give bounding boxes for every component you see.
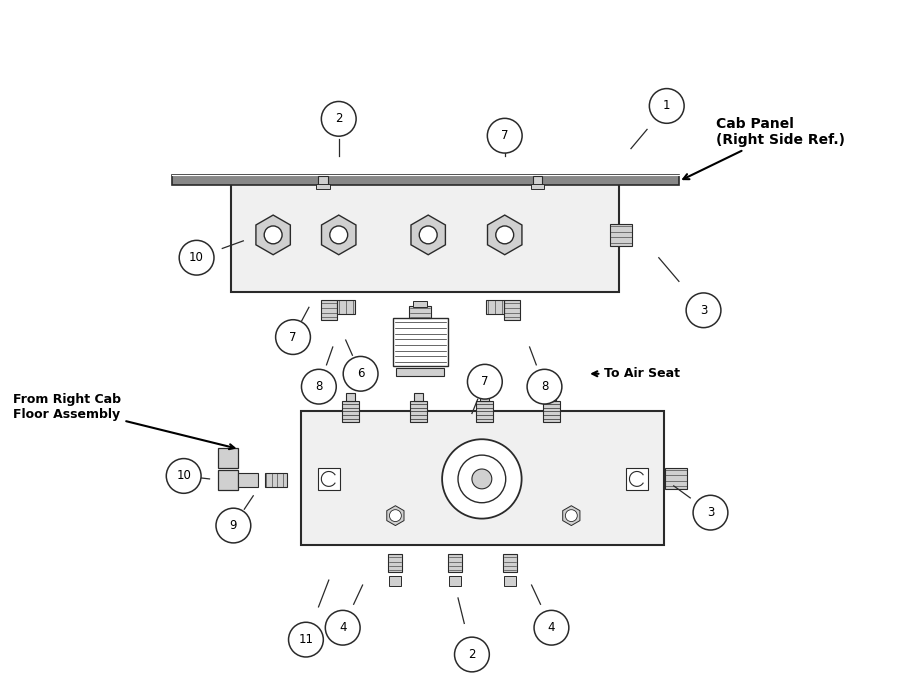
Circle shape xyxy=(179,240,214,275)
Bar xyxy=(218,470,238,490)
Bar xyxy=(218,448,238,468)
Bar xyxy=(542,401,560,422)
Bar xyxy=(265,473,287,487)
Bar xyxy=(342,401,358,422)
Polygon shape xyxy=(487,215,521,255)
Bar xyxy=(172,175,678,185)
Circle shape xyxy=(442,439,521,518)
Bar xyxy=(546,392,555,401)
Circle shape xyxy=(686,293,720,327)
Text: 7: 7 xyxy=(481,375,488,388)
Bar xyxy=(346,392,355,401)
Bar xyxy=(409,401,426,422)
Bar xyxy=(392,318,447,366)
Text: 1: 1 xyxy=(663,100,670,112)
Circle shape xyxy=(487,118,522,153)
Circle shape xyxy=(471,469,492,489)
Polygon shape xyxy=(386,506,403,525)
Polygon shape xyxy=(321,300,336,320)
Bar xyxy=(318,176,327,185)
Bar xyxy=(396,368,444,376)
Text: 10: 10 xyxy=(176,469,191,482)
Circle shape xyxy=(458,455,505,502)
Text: 7: 7 xyxy=(289,331,297,343)
Bar xyxy=(389,576,401,586)
Bar xyxy=(476,401,493,422)
Polygon shape xyxy=(336,300,354,314)
Polygon shape xyxy=(255,215,290,255)
Bar xyxy=(414,392,423,401)
Circle shape xyxy=(454,637,489,672)
Circle shape xyxy=(649,89,684,123)
Circle shape xyxy=(692,495,727,530)
Text: 9: 9 xyxy=(230,519,237,532)
Bar xyxy=(409,307,431,318)
Bar xyxy=(388,554,402,572)
Text: 8: 8 xyxy=(315,380,323,393)
Text: 4: 4 xyxy=(547,621,554,635)
Text: 3: 3 xyxy=(699,304,707,317)
Circle shape xyxy=(467,365,502,399)
Text: 6: 6 xyxy=(357,367,364,381)
Bar xyxy=(448,576,460,586)
Circle shape xyxy=(289,622,323,657)
Text: 8: 8 xyxy=(540,380,548,393)
Bar xyxy=(448,554,461,572)
Polygon shape xyxy=(321,215,356,255)
Bar xyxy=(238,473,258,487)
Text: 2: 2 xyxy=(335,112,342,125)
Bar xyxy=(502,554,516,572)
Circle shape xyxy=(343,356,378,391)
Circle shape xyxy=(533,610,568,645)
Bar xyxy=(609,224,631,246)
Bar xyxy=(301,412,663,545)
Circle shape xyxy=(166,459,201,493)
Text: 7: 7 xyxy=(501,129,508,142)
Bar xyxy=(232,183,618,293)
Text: To Air Seat: To Air Seat xyxy=(592,367,679,381)
Bar xyxy=(532,176,542,185)
Bar xyxy=(625,468,647,490)
Bar xyxy=(530,184,544,189)
Circle shape xyxy=(527,370,562,404)
Text: 4: 4 xyxy=(338,621,346,635)
Circle shape xyxy=(495,226,513,244)
Bar xyxy=(504,576,516,586)
Text: 10: 10 xyxy=(189,251,204,264)
Bar xyxy=(318,468,339,490)
Circle shape xyxy=(301,370,335,404)
Text: 11: 11 xyxy=(298,633,313,646)
Text: From Right Cab
Floor Assembly: From Right Cab Floor Assembly xyxy=(13,392,234,449)
Circle shape xyxy=(321,102,356,136)
Polygon shape xyxy=(411,215,445,255)
Text: 3: 3 xyxy=(706,506,713,519)
Text: Cab Panel
(Right Side Ref.): Cab Panel (Right Side Ref.) xyxy=(683,117,845,179)
Circle shape xyxy=(565,510,576,522)
Polygon shape xyxy=(485,300,504,314)
Circle shape xyxy=(325,610,359,645)
Circle shape xyxy=(264,226,282,244)
Circle shape xyxy=(389,510,401,522)
Circle shape xyxy=(419,226,437,244)
Circle shape xyxy=(329,226,347,244)
Bar xyxy=(480,392,489,401)
Text: 2: 2 xyxy=(468,648,475,661)
Circle shape xyxy=(276,320,310,354)
Bar xyxy=(413,301,426,307)
Bar xyxy=(664,468,686,489)
Bar xyxy=(315,184,329,189)
Circle shape xyxy=(216,508,251,543)
Polygon shape xyxy=(562,506,579,525)
Polygon shape xyxy=(504,300,519,320)
